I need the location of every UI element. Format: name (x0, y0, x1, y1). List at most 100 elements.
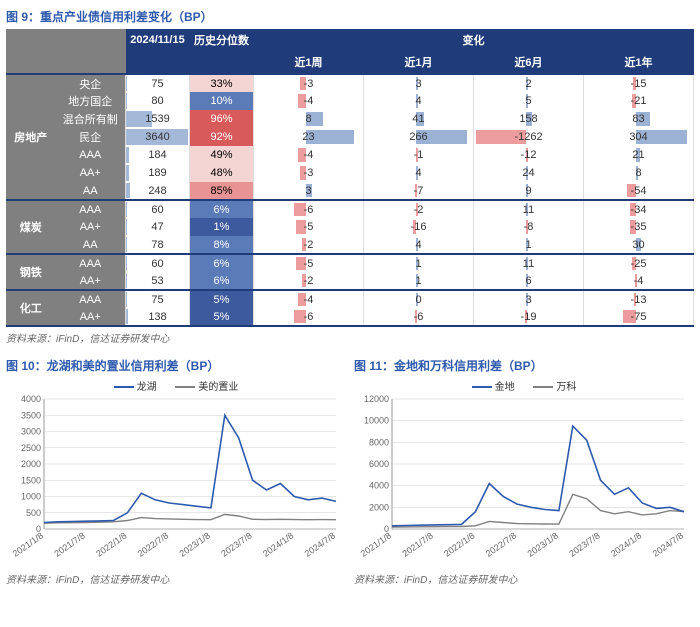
chg-cell: 266 (364, 128, 474, 146)
val-cell: 248 (126, 182, 190, 200)
svg-text:3000: 3000 (21, 427, 41, 437)
svg-text:2024/7/8: 2024/7/8 (303, 530, 337, 558)
sub-label: 央企 (56, 74, 126, 92)
svg-text:12000: 12000 (364, 395, 389, 404)
svg-text:1000: 1000 (21, 492, 41, 502)
table-row: AAA18449%-4-1-1221 (6, 146, 694, 164)
svg-text:4000: 4000 (369, 481, 389, 491)
chg-cell: 1 (474, 236, 584, 254)
fig11-legend-1: 金地 (495, 382, 515, 393)
table-row: 混合所有制153996%84115883 (6, 110, 694, 128)
sub-label: 混合所有制 (56, 110, 126, 128)
chg-cell: -3 (254, 164, 364, 182)
col-m1: 近1月 (364, 51, 474, 74)
table-row: 钢铁AAA606%-5111-25 (6, 254, 694, 272)
chg-cell: 9 (474, 182, 584, 200)
svg-text:2021/1/8: 2021/1/8 (11, 530, 45, 558)
chg-cell: 24 (474, 164, 584, 182)
chg-cell: 6 (474, 272, 584, 290)
val-cell: 189 (126, 164, 190, 182)
chg-cell: -16 (364, 218, 474, 236)
chg-cell: 23 (254, 128, 364, 146)
pct-cell: 92% (190, 128, 254, 146)
chg-cell: -2 (364, 200, 474, 218)
table-row: 民企364092%23266-1262304 (6, 128, 694, 146)
group-label: 房地产 (6, 74, 56, 200)
svg-text:2022/1/8: 2022/1/8 (442, 530, 476, 558)
chg-cell: -6 (254, 308, 364, 326)
chg-cell: -5 (254, 254, 364, 272)
chg-cell: -8 (474, 218, 584, 236)
chg-cell: 1 (364, 254, 474, 272)
chg-cell: 11 (474, 254, 584, 272)
figure-11: 图 11：金地和万科信用利差（BP） 金地 万科 020004000600080… (354, 355, 694, 586)
chg-cell: 1 (364, 272, 474, 290)
sub-label: 民企 (56, 128, 126, 146)
sub-label: AAA (56, 146, 126, 164)
sub-label: AA+ (56, 308, 126, 326)
table-row: AA788%-24130 (6, 236, 694, 254)
chg-cell: -35 (584, 218, 694, 236)
val-cell: 3640 (126, 128, 190, 146)
svg-text:2024/7/8: 2024/7/8 (651, 530, 685, 558)
chg-cell: -6 (254, 200, 364, 218)
chg-cell: 3 (364, 74, 474, 92)
fig10-source: 资料来源：iFinD，信达证券研发中心 (6, 571, 346, 586)
chg-cell: -2 (254, 272, 364, 290)
svg-text:2500: 2500 (21, 443, 41, 453)
chg-cell: 0 (364, 290, 474, 308)
chg-cell: -4 (584, 272, 694, 290)
sub-label: AAA (56, 254, 126, 272)
chg-cell: -1 (364, 146, 474, 164)
pct-cell: 85% (190, 182, 254, 200)
svg-text:2024/1/8: 2024/1/8 (609, 530, 643, 558)
chg-cell: 83 (584, 110, 694, 128)
chg-cell: 11 (474, 200, 584, 218)
table-row: 化工AAA755%-403-13 (6, 290, 694, 308)
chg-cell: 3 (254, 182, 364, 200)
chg-cell: -2 (254, 236, 364, 254)
fig11-source: 资料来源：iFinD，信达证券研发中心 (354, 571, 694, 586)
chg-cell: 3 (474, 290, 584, 308)
fig11-legend-2: 万科 (556, 382, 576, 393)
table-row: 地方国企8010%-445-21 (6, 92, 694, 110)
sub-label: AAA (56, 290, 126, 308)
svg-text:2023/1/8: 2023/1/8 (178, 530, 212, 558)
pct-cell: 33% (190, 74, 254, 92)
col-m6: 近6月 (474, 51, 584, 74)
val-cell: 60 (126, 200, 190, 218)
sub-label: AA (56, 182, 126, 200)
fig9-table: 2024/11/15历史分位数变化近1周近1月近6月近1年房地产央企7533%-… (6, 29, 694, 327)
chg-cell: -19 (474, 308, 584, 326)
chg-cell: -25 (584, 254, 694, 272)
val-cell: 80 (126, 92, 190, 110)
chg-cell: 30 (584, 236, 694, 254)
fig10-legend-2: 美的置业 (198, 382, 238, 393)
val-cell: 184 (126, 146, 190, 164)
chg-cell: 8 (584, 164, 694, 182)
sub-label: AA+ (56, 272, 126, 290)
chg-cell: 8 (254, 110, 364, 128)
svg-text:6000: 6000 (369, 459, 389, 469)
chg-cell: 4 (364, 236, 474, 254)
charts-row: 图 10：龙湖和美的置业信用利差（BP） 龙湖 美的置业 05001000150… (6, 355, 694, 586)
svg-text:2021/7/8: 2021/7/8 (52, 530, 86, 558)
chg-cell: -13 (584, 290, 694, 308)
chg-cell: -4 (254, 146, 364, 164)
pct-cell: 5% (190, 290, 254, 308)
chg-cell: -21 (584, 92, 694, 110)
chg-cell: -3 (254, 74, 364, 92)
svg-text:2000: 2000 (369, 502, 389, 512)
svg-text:2023/1/8: 2023/1/8 (526, 530, 560, 558)
pct-cell: 6% (190, 254, 254, 272)
svg-text:500: 500 (26, 508, 41, 518)
pct-cell: 48% (190, 164, 254, 182)
val-cell: 60 (126, 254, 190, 272)
svg-text:1500: 1500 (21, 475, 41, 485)
svg-text:2022/7/8: 2022/7/8 (136, 530, 170, 558)
table-row: AA+18948%-34248 (6, 164, 694, 182)
pct-cell: 96% (190, 110, 254, 128)
val-cell: 78 (126, 236, 190, 254)
table-row: AA+1385%-6-6-19-75 (6, 308, 694, 326)
sub-label: AAA (56, 200, 126, 218)
